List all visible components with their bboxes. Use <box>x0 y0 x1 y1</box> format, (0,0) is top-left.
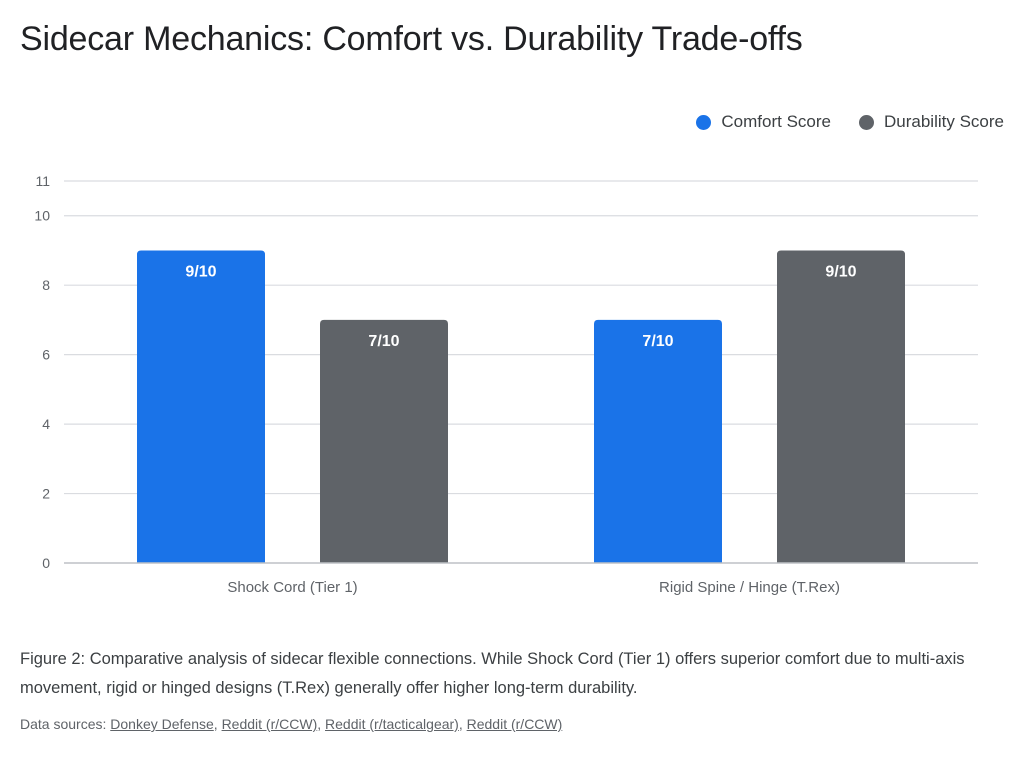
source-link-donkey-defense[interactable]: Donkey Defense <box>110 716 214 732</box>
bar-chart: 0 2 4 6 8 10 11 9/10 7/10 7/10 9/10 Shock Cord (T… <box>34 173 978 596</box>
figure-caption: Figure 2: Comparative analysis of sideca… <box>20 650 965 697</box>
bar-comfort-score <box>594 319 722 563</box>
y-tick-label: 11 <box>35 173 50 189</box>
bar-comfort-score <box>137 250 265 564</box>
source-link-reddit-ccw[interactable]: Reddit (r/CCW) <box>221 716 318 732</box>
bar-durability-score <box>320 319 448 563</box>
x-tick-label: Rigid Spine / Hinge (T.Rex) <box>659 579 840 596</box>
y-tick-label: 6 <box>42 347 50 363</box>
y-axis-ticks: 0 2 4 6 8 10 11 <box>34 173 50 571</box>
legend-item-comfort: Comfort Score <box>696 112 831 132</box>
y-tick-label: 2 <box>42 486 50 502</box>
y-tick-label: 8 <box>42 277 50 293</box>
source-link-reddit-tacticalgear[interactable]: Reddit (r/tacticalgear) <box>325 716 459 732</box>
y-tick-label: 4 <box>42 416 50 432</box>
bar-data-label: 7/10 <box>642 333 673 350</box>
legend-label-comfort: Comfort Score <box>721 112 831 131</box>
legend-dot-durability-icon <box>859 114 874 130</box>
data-sources: Data sources: Donkey Defense, Reddit (r/… <box>20 716 563 732</box>
y-tick-label: 0 <box>42 555 50 571</box>
bar-durability-score <box>777 250 905 564</box>
x-axis-ticks: Shock Cord (Tier 1) Rigid Spine / Hinge (… <box>227 579 840 596</box>
bar-data-label: 7/10 <box>368 333 399 350</box>
legend-label-durability: Durability Score <box>884 112 1004 131</box>
legend-item-durability: Durability Score <box>859 112 1004 132</box>
sources-prefix: Data sources: <box>20 716 111 732</box>
bar-data-label: 9/10 <box>185 263 216 280</box>
legend: Comfort Score Durability Score <box>696 112 1004 132</box>
x-tick-label: Shock Cord (Tier 1) <box>227 579 357 596</box>
bar-data-label: 9/10 <box>825 263 856 280</box>
bars <box>137 250 905 564</box>
bar-labels: 9/10 7/10 7/10 9/10 <box>185 263 856 349</box>
y-tick-label: 10 <box>34 208 50 224</box>
chart-title: Sidecar Mechanics: Comfort vs. Durabilit… <box>20 20 803 58</box>
legend-dot-comfort-icon <box>696 114 712 130</box>
source-link-reddit-ccw-2[interactable]: Reddit (r/CCW) <box>466 716 563 732</box>
